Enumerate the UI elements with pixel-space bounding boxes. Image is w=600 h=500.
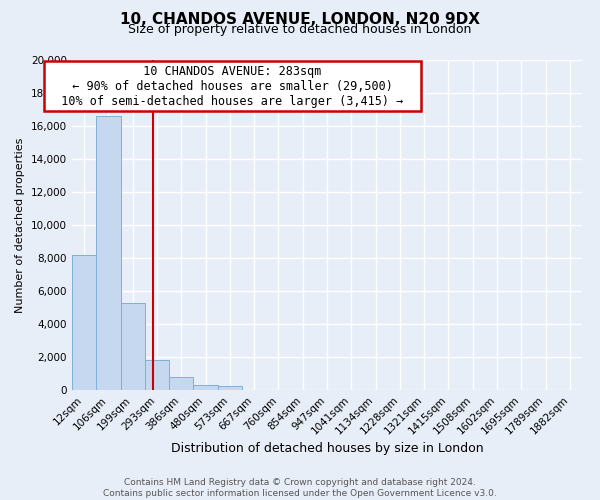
Text: Size of property relative to detached houses in London: Size of property relative to detached ho…	[128, 22, 472, 36]
Text: 10, CHANDOS AVENUE, LONDON, N20 9DX: 10, CHANDOS AVENUE, LONDON, N20 9DX	[120, 12, 480, 28]
Bar	[121, 302, 145, 390]
Text: 10 CHANDOS AVENUE: 283sqm  
  ← 90% of detached houses are smaller (29,500)  
  : 10 CHANDOS AVENUE: 283sqm ← 90% of detac…	[47, 65, 418, 108]
Y-axis label: Number of detached properties: Number of detached properties	[16, 138, 25, 312]
Text: Contains HM Land Registry data © Crown copyright and database right 2024.
Contai: Contains HM Land Registry data © Crown c…	[103, 478, 497, 498]
Bar	[72, 254, 96, 390]
X-axis label: Distribution of detached houses by size in London: Distribution of detached houses by size …	[170, 442, 484, 455]
Bar	[218, 386, 242, 390]
Bar	[193, 385, 218, 390]
Bar	[145, 360, 169, 390]
Bar	[96, 116, 121, 390]
Bar	[169, 377, 193, 390]
